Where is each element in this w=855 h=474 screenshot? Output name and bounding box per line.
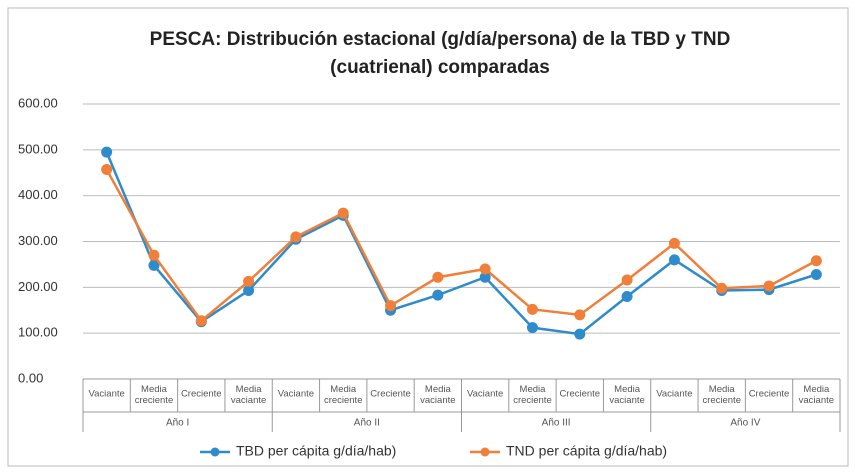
group-label: Año III bbox=[542, 418, 571, 429]
data-point bbox=[479, 271, 491, 283]
series-line bbox=[105, 151, 817, 336]
x-tick-label: Media creciente bbox=[324, 384, 363, 406]
x-tick-label: Creciente bbox=[749, 389, 790, 400]
x-tick-label: Media vaciante bbox=[609, 384, 644, 406]
y-tick-label: 400.00 bbox=[18, 187, 58, 202]
data-point bbox=[574, 309, 586, 321]
data-point bbox=[526, 322, 538, 334]
data-point bbox=[810, 269, 822, 280]
x-tick-label: Media creciente bbox=[702, 384, 741, 406]
data-point bbox=[101, 164, 113, 176]
group-label: Año I bbox=[166, 418, 189, 429]
y-tick-label: 0.00 bbox=[18, 370, 43, 385]
data-point bbox=[385, 300, 397, 312]
y-tick-label: 300.00 bbox=[18, 233, 58, 248]
chart-title: (cuatrienal) comparadas bbox=[330, 57, 550, 78]
data-point bbox=[290, 231, 302, 243]
data-point bbox=[101, 146, 113, 158]
y-tick-label: 500.00 bbox=[18, 141, 58, 156]
x-tick-label: Creciente bbox=[370, 389, 411, 400]
legend-label: TND per cápita g/día/hab) bbox=[506, 443, 667, 459]
data-point bbox=[432, 289, 444, 301]
group-label: Año II bbox=[354, 418, 380, 429]
data-point bbox=[195, 315, 207, 327]
series-line bbox=[105, 168, 817, 323]
data-point bbox=[810, 255, 822, 267]
x-tick-label: Vaciante bbox=[89, 389, 125, 400]
y-tick-label: 600.00 bbox=[18, 95, 58, 110]
group-label: Año IV bbox=[730, 418, 760, 429]
data-point bbox=[148, 249, 160, 261]
y-tick-label: 100.00 bbox=[18, 325, 58, 340]
data-point bbox=[668, 254, 680, 266]
data-point bbox=[148, 259, 160, 271]
chart-border bbox=[7, 7, 849, 467]
legend-marker bbox=[480, 447, 490, 457]
x-tick-label: Media vaciante bbox=[420, 384, 455, 406]
data-point bbox=[243, 275, 255, 287]
data-point bbox=[716, 282, 728, 294]
data-point bbox=[432, 271, 444, 283]
x-tick-label: Media vaciante bbox=[799, 384, 834, 406]
chart-title: PESCA: Distribución estacional (g/día/pe… bbox=[150, 29, 731, 50]
data-point bbox=[574, 328, 586, 340]
x-tick-label: Vaciante bbox=[278, 389, 314, 400]
y-tick-label: 200.00 bbox=[18, 279, 58, 294]
x-tick-label: Media vaciante bbox=[231, 384, 266, 406]
data-point bbox=[763, 280, 775, 292]
data-point bbox=[243, 285, 255, 297]
x-tick-label: Vaciante bbox=[467, 389, 503, 400]
x-tick-label: Vaciante bbox=[656, 389, 692, 400]
data-point bbox=[668, 237, 680, 249]
x-tick-label: Media creciente bbox=[513, 384, 552, 406]
data-point bbox=[526, 303, 538, 315]
data-point bbox=[479, 263, 491, 275]
x-tick-label: Creciente bbox=[559, 389, 600, 400]
x-tick-label: Creciente bbox=[181, 389, 222, 400]
data-point bbox=[337, 207, 349, 219]
data-point bbox=[621, 291, 633, 302]
legend-label: TBD per cápita g/día/hab) bbox=[236, 443, 396, 459]
x-tick-label: Media creciente bbox=[135, 384, 174, 406]
data-point bbox=[621, 274, 633, 286]
legend-marker bbox=[210, 447, 220, 457]
